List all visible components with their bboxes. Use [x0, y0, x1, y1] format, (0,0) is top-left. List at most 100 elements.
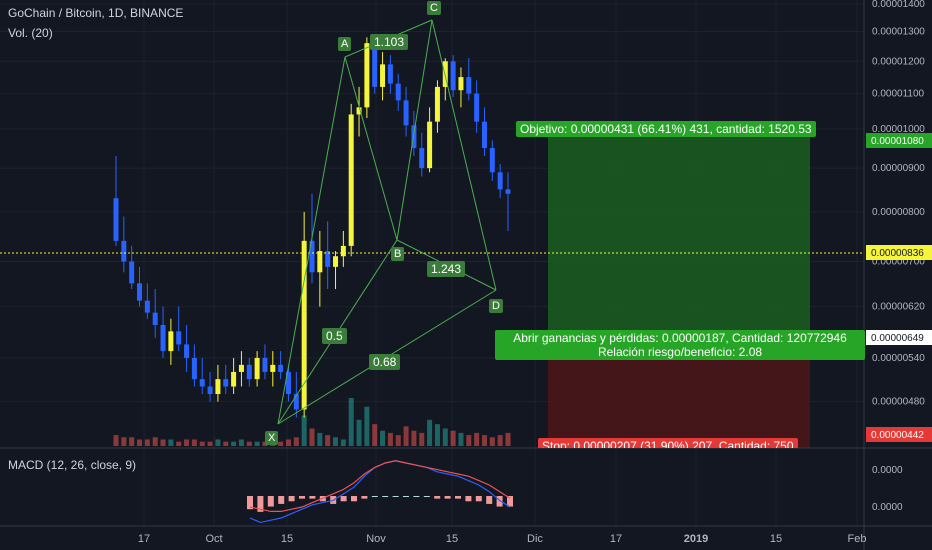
candle-body	[144, 300, 150, 313]
time-tick: Dic	[527, 533, 543, 545]
macd-histogram-bar	[288, 496, 295, 502]
macd-histogram-bar	[392, 496, 399, 497]
macd-histogram-bar	[309, 496, 316, 499]
candle-body	[372, 43, 378, 87]
candle-body	[317, 251, 323, 273]
volume-bar	[254, 441, 260, 446]
volume-bar	[199, 441, 205, 446]
price-tick: 0.00000540	[872, 353, 925, 364]
time-axis[interactable]: 17 Oct 15 Nov 15 Dic 17 2019 15 Feb	[138, 533, 867, 545]
volume-bar	[450, 430, 456, 446]
macd-histogram-bar	[413, 496, 420, 497]
price-tick: 0.00000800	[872, 207, 925, 218]
candle-body	[427, 121, 433, 169]
candle-body	[207, 386, 213, 395]
current-price-tag	[866, 245, 932, 260]
candle-body	[458, 77, 464, 91]
candle-body	[129, 261, 135, 284]
volume-bar	[419, 432, 425, 446]
candle-body	[505, 189, 511, 194]
current-price-tag-text: 0.00000836	[871, 248, 924, 259]
candle-body	[419, 148, 425, 169]
volume-bar	[176, 441, 182, 446]
volume-bar	[285, 439, 291, 446]
volume-bar	[474, 432, 480, 446]
target-price-tag	[866, 133, 932, 148]
volume-bar	[215, 439, 221, 446]
price-tick: 0.00001200	[872, 56, 925, 67]
target-label[interactable]: Objetivo: 0.00000431 (66.41%) 431, canti…	[516, 121, 816, 137]
candle-body	[160, 325, 166, 352]
volume-bars	[113, 398, 511, 446]
price-axis[interactable]: 0.00001400 0.00001300 0.00001200 0.00001100…	[872, 0, 925, 513]
candle-body	[466, 77, 472, 94]
macd-histogram-bar	[299, 496, 305, 499]
macd-histogram-bar	[351, 496, 357, 502]
volume-bar	[340, 439, 346, 446]
price-tick: 0.00000900	[872, 163, 925, 174]
candle-body	[348, 114, 354, 246]
volume-bar	[348, 398, 354, 446]
volume-bar	[262, 441, 268, 446]
volume-bar	[411, 430, 417, 446]
ratio-ab-c: 1.103	[370, 34, 409, 50]
volume-bar	[231, 441, 237, 446]
volume-bar	[395, 435, 401, 446]
candle-body	[223, 379, 229, 387]
candle-body	[434, 86, 440, 122]
candlesticks	[113, 34, 511, 418]
candle-body	[474, 93, 480, 122]
macd-histogram-bar	[267, 496, 274, 507]
volume-bar	[246, 441, 252, 446]
time-tick: Feb	[848, 533, 867, 545]
volume-legend[interactable]: Vol. (20)	[8, 26, 53, 40]
macd-histogram-bar	[434, 496, 441, 499]
price-tick: 0.00001400	[872, 0, 925, 10]
volume-bar	[427, 419, 433, 446]
price-tick: 0.00001300	[872, 27, 925, 38]
candle-body	[395, 83, 401, 101]
candle-body	[199, 379, 205, 387]
volume-bar	[434, 424, 440, 446]
time-tick: 15	[446, 533, 458, 545]
candle-body	[254, 357, 260, 380]
pattern-point-b: B	[391, 247, 405, 261]
volume-bar	[372, 424, 378, 446]
macd-histogram-bar	[403, 496, 409, 497]
macd-histogram-bar	[496, 496, 503, 507]
candle-body	[403, 100, 409, 126]
macd-histogram-bar	[465, 496, 472, 502]
volume-bar	[466, 435, 472, 446]
candle-body	[364, 43, 370, 108]
candle-body	[387, 64, 393, 84]
candle-body	[340, 245, 346, 257]
pattern-point-d: D	[489, 299, 503, 313]
entry-price-tag	[866, 330, 932, 345]
entry-label[interactable]: Abrir ganancias y pérdidas: 0.00000187, …	[495, 330, 865, 360]
candle-body	[309, 240, 315, 273]
candle-body	[176, 331, 182, 345]
price-tick: 0.00001000	[872, 124, 925, 135]
macd-histogram-bar	[257, 496, 264, 512]
volume-bar	[325, 435, 331, 446]
candle-body	[278, 364, 284, 372]
candle-body	[137, 283, 143, 301]
symbol-title[interactable]: GoChain / Bitcoin, 1D, BINANCE	[8, 6, 184, 20]
time-tick: 15	[770, 533, 782, 545]
ratio-bc-d: 1.243	[427, 261, 466, 277]
macd-legend[interactable]: MACD (12, 26, close, 9)	[8, 458, 137, 472]
volume-bar	[137, 439, 143, 446]
candle-body	[450, 61, 456, 91]
macd-histogram-bar	[423, 496, 430, 497]
ratio-xb-d: 0.68	[369, 354, 401, 370]
volume-bar	[317, 432, 323, 446]
macd-histogram-bar	[486, 496, 493, 504]
macd-histogram-bar	[340, 496, 347, 502]
stop-label[interactable]: Stop: 0.00000207 (31.90%) 207, Cantidad:…	[538, 438, 798, 448]
macd-histogram-bar	[371, 496, 378, 497]
volume-bar	[403, 426, 409, 446]
volume-bar	[458, 432, 464, 446]
macd-histogram-bar	[475, 496, 482, 502]
macd-histogram-bar	[278, 496, 285, 504]
